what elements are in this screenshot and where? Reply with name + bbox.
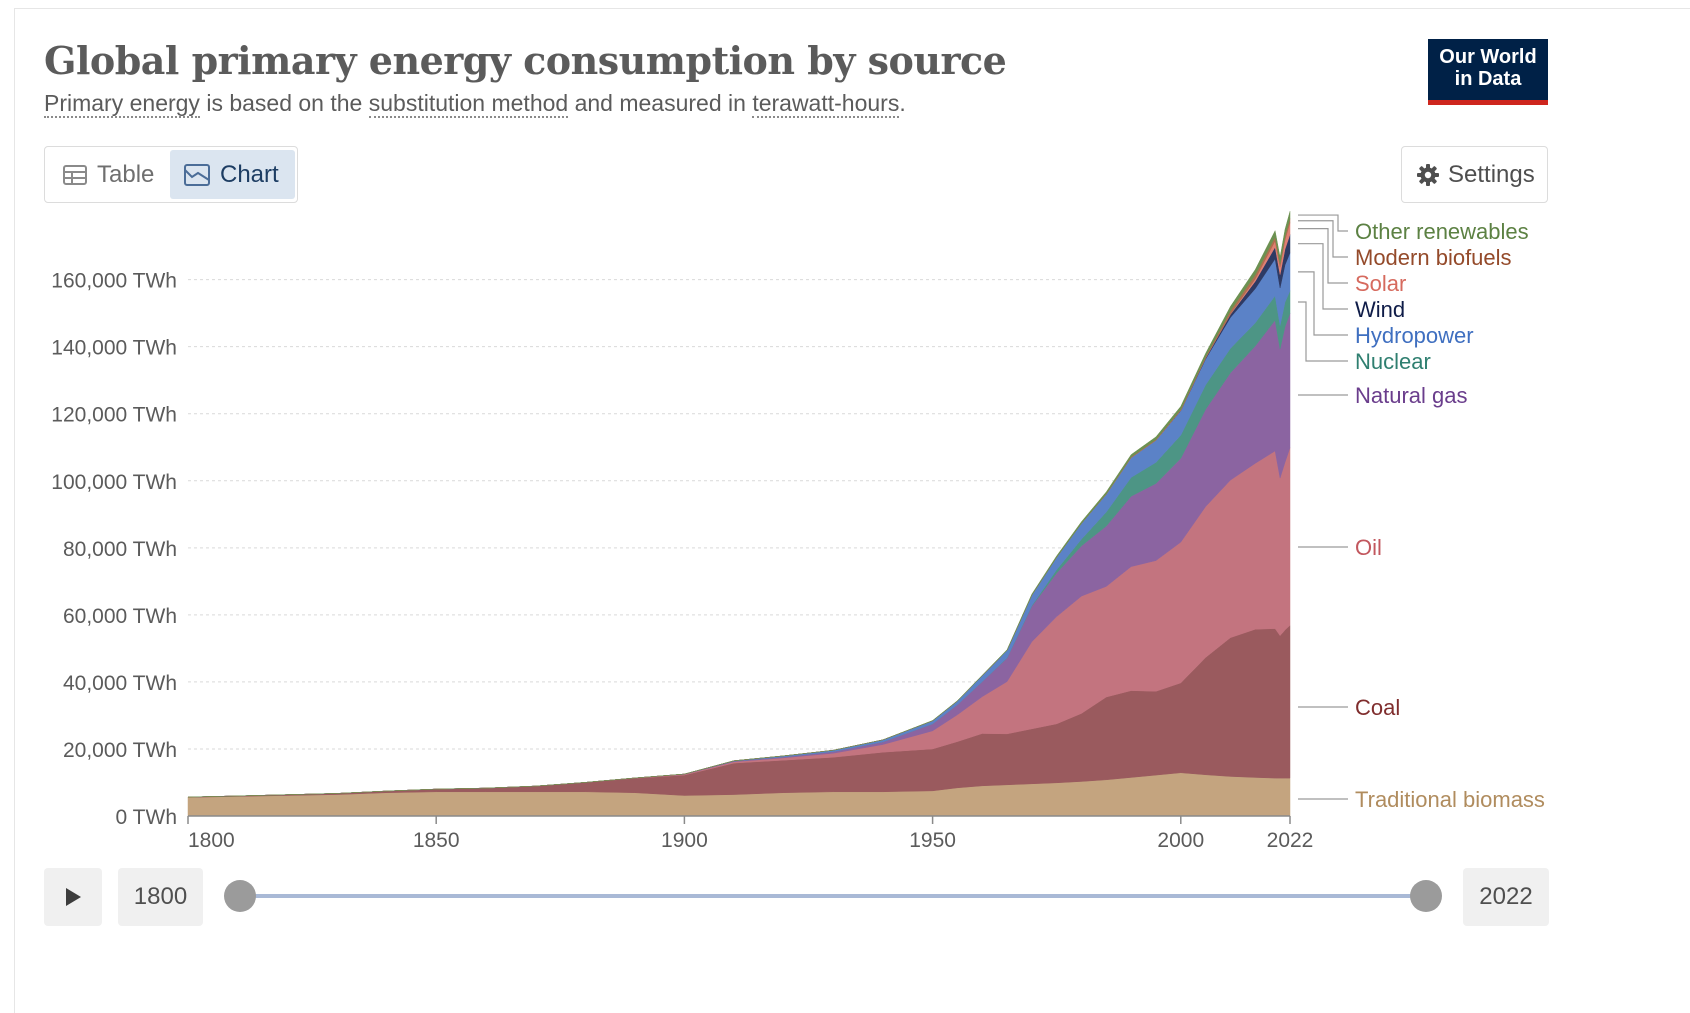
legend-connector-hydropower (1298, 271, 1348, 336)
y-tick-label: 160,000 TWh (51, 270, 177, 293)
x-tick-label: 2000 (1157, 829, 1204, 852)
y-tick-label: 0 TWh (116, 806, 177, 829)
timeline-end-handle[interactable] (1410, 880, 1442, 912)
terawatt-hours-link[interactable]: terawatt-hours (752, 90, 900, 118)
subtitle-text: and measured in (568, 90, 753, 116)
y-tick-label: 100,000 TWh (51, 471, 177, 494)
owid-logo[interactable]: Our World in Data (1428, 39, 1548, 105)
legend-label-nuclear[interactable]: Nuclear (1355, 349, 1431, 374)
y-tick-label: 60,000 TWh (63, 605, 177, 628)
legend-label-other-renewables[interactable]: Other renewables (1355, 219, 1529, 244)
tab-chart-label: Chart (220, 160, 279, 188)
page-title: Global primary energy consumption by sou… (44, 38, 1007, 83)
x-tick-label: 1800 (188, 829, 235, 852)
legend-label-wind[interactable]: Wind (1355, 297, 1405, 322)
timeline-end-year[interactable]: 2022 (1463, 868, 1549, 926)
stacked-area-chart: 0 TWh 20,000 TWh 40,000 TWh 60,000 TWh 80,00… (51, 211, 1545, 852)
legend-label-modern-biofuels[interactable]: Modern biofuels (1355, 245, 1512, 270)
play-icon (66, 888, 81, 906)
subtitle: Primary energy is based on the substitut… (44, 90, 906, 118)
substitution-method-link[interactable]: substitution method (368, 90, 569, 118)
subtitle-text: is based on the (199, 90, 369, 116)
y-tick-label: 80,000 TWh (63, 538, 177, 561)
subtitle-text: . (899, 90, 906, 116)
tab-chart[interactable]: Chart (170, 150, 295, 199)
legend-label-hydropower[interactable]: Hydropower (1355, 323, 1474, 348)
chart-icon (184, 163, 210, 186)
tab-table[interactable]: Table (49, 150, 167, 199)
primary-energy-link[interactable]: Primary energy (44, 90, 200, 118)
tab-table-label: Table (97, 160, 155, 188)
logo-line-2: in Data (1454, 68, 1522, 90)
legend-label-traditional-biomass[interactable]: Traditional biomass (1355, 787, 1545, 812)
settings-button[interactable]: Settings (1401, 146, 1548, 203)
timeline-start-year[interactable]: 1800 (118, 868, 203, 926)
chart-frame (14, 8, 1690, 1013)
y-tick-label: 140,000 TWh (51, 337, 177, 360)
x-tick-label: 1900 (661, 829, 708, 852)
legend-connector-modern-biofuels (1298, 220, 1348, 258)
x-tick-label: 2022 (1267, 829, 1314, 852)
legend-connector-nuclear (1298, 301, 1348, 362)
table-icon (63, 164, 87, 185)
legend-label-oil[interactable]: Oil (1355, 535, 1382, 560)
x-tick-label: 1850 (413, 829, 460, 852)
settings-label: Settings (1448, 160, 1535, 188)
y-tick-label: 20,000 TWh (63, 739, 177, 762)
legend-connector-solar (1298, 228, 1348, 284)
legend-label-natural-gas[interactable]: Natural gas (1355, 383, 1468, 408)
y-tick-label: 120,000 TWh (51, 404, 177, 427)
legend-label-coal[interactable]: Coal (1355, 695, 1400, 720)
logo-line-1: Our World (1439, 46, 1537, 68)
x-tick-label: 1950 (909, 829, 956, 852)
timeline-track[interactable] (240, 894, 1426, 898)
legend-connector-wind (1298, 243, 1348, 310)
legend-connector-other-renewables (1298, 214, 1348, 232)
view-tabs: Table Chart (44, 146, 298, 203)
gear-icon (1417, 163, 1439, 186)
play-button[interactable] (44, 868, 102, 926)
area-other-renewables[interactable] (187, 211, 1291, 798)
legend-label-solar[interactable]: Solar (1355, 271, 1406, 296)
timeline-start-handle[interactable] (224, 880, 256, 912)
y-tick-label: 40,000 TWh (63, 672, 177, 695)
